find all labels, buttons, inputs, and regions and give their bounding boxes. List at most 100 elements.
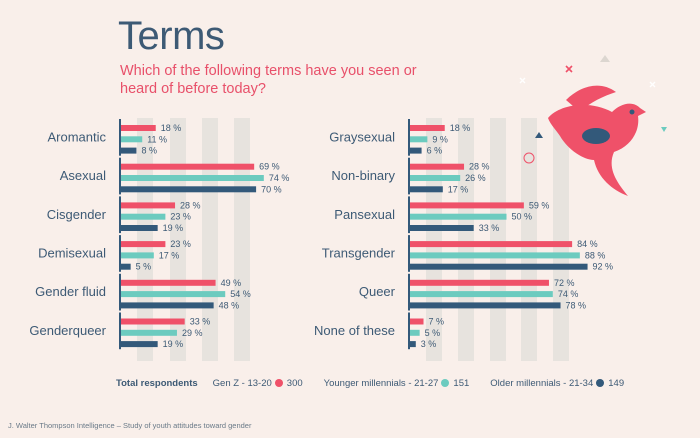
bar: [410, 302, 561, 309]
subtitle: Which of the following terms have you se…: [120, 63, 417, 97]
category-label: Genderqueer: [29, 323, 106, 338]
bar: [410, 279, 549, 286]
data-label: 78 %: [566, 300, 587, 310]
data-label: 17 %: [448, 184, 469, 194]
bar: [410, 213, 507, 220]
bird-illustration: [548, 85, 646, 196]
grid-stripe: [458, 118, 474, 361]
bar: [410, 136, 428, 143]
legend-item-gen-z: Gen Z - 13-20 300: [212, 378, 303, 389]
data-label: 8 %: [141, 146, 157, 156]
data-label: 9 %: [432, 134, 448, 144]
bar: [121, 279, 216, 286]
bar: [410, 125, 445, 131]
bar: [410, 175, 461, 181]
bar: [121, 213, 166, 220]
data-label: 29 %: [182, 328, 203, 338]
data-label: 26 %: [465, 173, 486, 183]
data-label: 88 %: [585, 250, 606, 260]
bar: [121, 241, 166, 248]
category-label: Cisgender: [47, 207, 107, 222]
bar: [410, 163, 465, 170]
bar: [410, 202, 524, 209]
bar: [121, 175, 264, 181]
bar: [121, 125, 156, 131]
data-label: 11 %: [147, 134, 167, 144]
bar: [410, 329, 420, 336]
category-label: None of these: [314, 323, 395, 338]
data-label: 69 %: [259, 162, 280, 172]
bar: [410, 186, 443, 193]
data-label: 92 %: [593, 262, 614, 272]
bar: [410, 241, 573, 248]
data-label: 19 %: [163, 223, 184, 233]
data-label: 5 %: [425, 328, 441, 338]
data-label: 6 %: [427, 146, 443, 156]
data-label: 50 %: [512, 212, 533, 222]
legend-item-older-millennials: Older millennials - 21-34 149: [490, 378, 625, 389]
grid-stripe: [521, 118, 537, 361]
bar: [121, 163, 255, 170]
data-label: 23 %: [170, 239, 191, 249]
bar: [121, 136, 143, 143]
legend-label: Total respondents: [116, 378, 198, 389]
bar: [121, 263, 131, 270]
data-label: 28 %: [469, 162, 490, 172]
bar: [410, 147, 422, 154]
bar: [410, 225, 474, 231]
grid-stripe: [490, 118, 506, 361]
bar: [121, 291, 226, 298]
data-label: 5 %: [136, 262, 152, 272]
data-label: 48 %: [219, 300, 240, 310]
bar: [410, 263, 588, 270]
data-label: 18 %: [161, 123, 182, 133]
decorations: [519, 55, 667, 164]
category-label: Aromantic: [47, 129, 106, 144]
category-label: Transgender: [322, 245, 396, 260]
grid-stripe: [553, 118, 569, 361]
bar: [121, 147, 137, 154]
data-label: 49 %: [221, 278, 242, 288]
bar: [121, 202, 176, 209]
grid-stripe: [234, 118, 250, 361]
data-label: 28 %: [180, 200, 201, 210]
category-label: Non-binary: [331, 168, 395, 183]
source-note: J. Walter Thompson Intelligence – Study …: [8, 421, 252, 430]
category-label: Demisexual: [38, 245, 106, 260]
legend: Total respondents Gen Z - 13-20 300 Young…: [116, 378, 640, 389]
data-label: 18 %: [450, 123, 471, 133]
page-title: Terms: [118, 14, 225, 58]
category-label: Queer: [359, 284, 396, 299]
data-label: 33 %: [190, 317, 211, 327]
data-label: 17 %: [159, 250, 180, 260]
bar: [410, 291, 553, 298]
data-label: 3 %: [421, 339, 437, 349]
bar: [121, 252, 154, 259]
data-label: 54 %: [230, 289, 251, 299]
category-label: Pansexual: [334, 207, 395, 222]
data-label: 74 %: [269, 173, 290, 183]
bar: [121, 302, 214, 309]
data-label: 74 %: [558, 289, 579, 299]
bar: [410, 341, 416, 348]
bar: [121, 318, 185, 325]
data-label: 84 %: [577, 239, 598, 249]
data-label: 59 %: [529, 200, 550, 210]
data-label: 33 %: [479, 223, 500, 233]
bar: [121, 225, 158, 231]
data-label: 19 %: [163, 339, 184, 349]
bar: [121, 341, 158, 348]
category-label: Gender fluid: [35, 284, 106, 299]
category-label: Graysexual: [329, 129, 395, 144]
category-label: Asexual: [60, 168, 106, 183]
legend-item-younger-millennials: Younger millennials - 21-27 151: [323, 378, 470, 389]
data-label: 23 %: [170, 212, 191, 222]
data-label: 72 %: [554, 278, 575, 288]
bar: [121, 186, 257, 193]
bar: [410, 318, 424, 325]
data-label: 70 %: [261, 184, 282, 194]
bar: [410, 252, 580, 259]
bar: [121, 329, 177, 336]
data-label: 7 %: [429, 317, 445, 327]
